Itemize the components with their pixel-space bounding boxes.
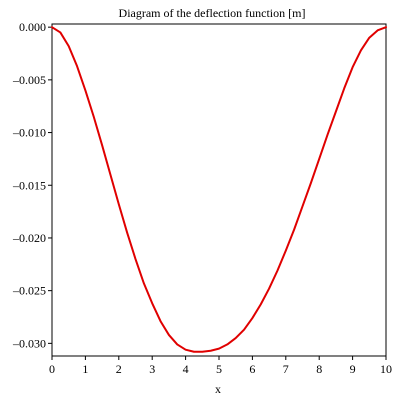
x-tick-label: 1 (82, 362, 88, 376)
y-tick-label: –0.015 (12, 178, 46, 192)
x-tick-label: 3 (149, 362, 155, 376)
x-tick-label: 5 (216, 362, 222, 376)
y-tick-label: –0.030 (12, 336, 46, 350)
x-tick-label: 0 (49, 362, 55, 376)
y-tick-label: –0.025 (12, 284, 46, 298)
x-axis-label: x (215, 382, 221, 396)
x-axis-ticks: 0 1 2 3 4 5 6 7 8 9 10 (49, 356, 392, 376)
x-tick-label: 8 (316, 362, 322, 376)
deflection-series-line (51, 26, 387, 353)
x-tick-label: 7 (283, 362, 289, 376)
x-tick-label: 2 (116, 362, 122, 376)
x-tick-label: 10 (380, 362, 392, 376)
chart-title: Diagram of the deflection function [m] (119, 6, 306, 20)
plot-frame (51, 23, 387, 357)
x-tick-label: 9 (350, 362, 356, 376)
x-tick-label: 4 (183, 362, 189, 376)
y-tick-label: –0.020 (12, 231, 46, 245)
x-tick-label: 6 (249, 362, 255, 376)
y-tick-label: –0.005 (12, 73, 46, 87)
series-group (51, 26, 387, 353)
y-tick-label: –0.010 (12, 126, 46, 140)
y-tick-label: 0.000 (19, 20, 46, 34)
y-axis-ticks: 0.000 –0.005 –0.010 –0.015 –0.020 –0.025 –0.03… (12, 20, 52, 350)
